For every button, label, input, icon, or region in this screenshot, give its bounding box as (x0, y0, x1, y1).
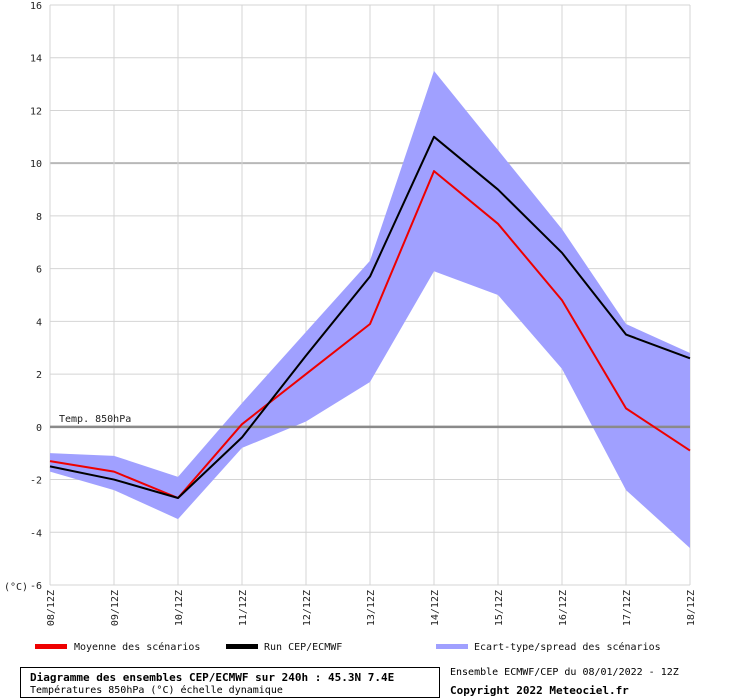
legend-mean-swatch (35, 644, 67, 649)
legend-run-swatch (226, 644, 258, 649)
y-tick-label: 8 (36, 212, 42, 223)
legend: Moyenne des scénarios Run CEP/ECMWF Ecar… (35, 641, 661, 653)
chart-subtitle: Températures 850hPa (°C) échelle dynamiq… (30, 685, 283, 696)
y-tick-label: -6 (30, 581, 42, 592)
chart-title: Diagramme des ensembles CEP/ECMWF sur 24… (30, 671, 395, 684)
x-tick-label: 18/12Z (686, 590, 697, 626)
source-text: Ensemble ECMWF/CEP du 08/01/2022 - 12Z (450, 667, 679, 678)
series-line-mean (49, 170, 691, 499)
y-axis-ticks: -6 -4 -2 0 2 4 6 8 10 12 14 16 (30, 1, 42, 592)
spread-band (50, 70, 690, 549)
y-tick-label: -4 (30, 528, 42, 539)
legend-spread-swatch (436, 644, 468, 649)
y-tick-label: 6 (36, 265, 42, 276)
series-line-run (49, 135, 691, 499)
legend-run-label: Run CEP/ECMWF (264, 642, 342, 653)
y-unit-label: (°C) (4, 582, 28, 593)
y-tick-label: 0 (36, 423, 42, 434)
y-tick-label: 10 (30, 159, 42, 170)
series-lines (49, 135, 691, 499)
legend-spread-label: Ecart-type/spread des scénarios (474, 641, 661, 653)
x-tick-label: 13/12Z (366, 590, 377, 626)
x-tick-label: 14/12Z (430, 590, 441, 626)
y-tick-label: 12 (30, 106, 42, 117)
x-tick-label: 17/12Z (622, 590, 633, 626)
legend-mean-label: Moyenne des scénarios (74, 641, 200, 653)
x-tick-label: 12/12Z (302, 590, 313, 626)
x-tick-label: 10/12Z (174, 590, 185, 626)
y-tick-label: 4 (36, 317, 42, 328)
x-tick-label: 11/12Z (238, 590, 249, 626)
x-tick-label: 16/12Z (558, 590, 569, 626)
x-tick-label: 08/12Z (46, 590, 57, 626)
y-tick-label: 16 (30, 1, 42, 12)
reference-line-label: Temp. 850hPa (59, 414, 131, 425)
x-tick-label: 15/12Z (494, 590, 505, 626)
chart-title-box: Diagramme des ensembles CEP/ECMWF sur 24… (20, 667, 440, 698)
y-tick-label: 2 (36, 370, 42, 381)
x-tick-label: 09/12Z (110, 590, 121, 626)
x-axis-ticks: 08/12Z 09/12Z 10/12Z 11/12Z 12/12Z 13/12Z 14/1… (46, 590, 697, 626)
y-tick-label: -2 (30, 476, 42, 487)
y-tick-label: 14 (30, 54, 42, 65)
reference-line: Temp. 850hPa (50, 414, 690, 429)
copyright-text: Copyright 2022 Meteociel.fr (450, 684, 629, 697)
